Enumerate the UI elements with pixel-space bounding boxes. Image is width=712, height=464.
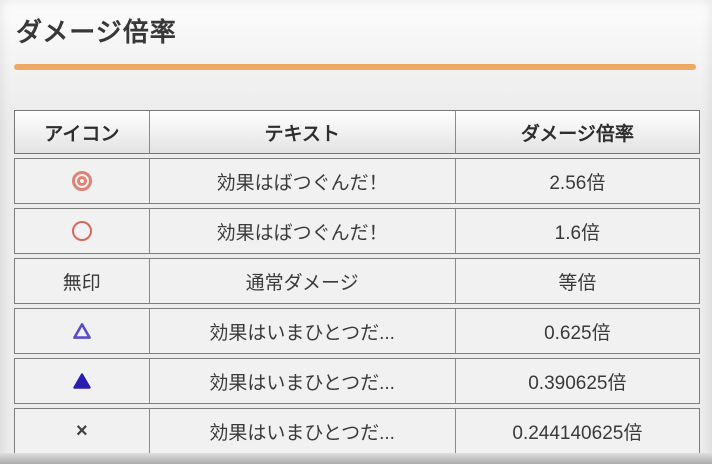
multiplier-value: 0.625倍 <box>454 309 699 353</box>
multiplier-value: 0.390625倍 <box>454 359 699 403</box>
title-underline <box>14 64 696 70</box>
cross-icon: × <box>75 420 88 442</box>
multiplier-value: 0.244140625倍 <box>454 409 699 453</box>
page-title: ダメージ倍率 <box>16 17 177 47</box>
column-header-icon: アイコン <box>44 123 120 145</box>
table-row-not-very-effective-3x: × 効果はいまひとつだ... 0.244140625倍 <box>14 408 700 454</box>
icon-cell <box>15 159 149 203</box>
multiplier-value: 2.56倍 <box>454 159 699 203</box>
table-row-normal-damage: 無印 通常ダメージ 等倍 <box>14 258 700 304</box>
effect-text: 効果はいまひとつだ... <box>148 309 455 353</box>
multiplier-value: 等倍 <box>454 259 699 303</box>
icon-cell <box>15 209 149 253</box>
table-row-not-very-effective: 効果はいまひとつだ... 0.625倍 <box>14 308 700 354</box>
double-circle-icon <box>71 171 92 191</box>
effect-text: 効果はいまひとつだ... <box>148 359 455 403</box>
bottom-edge-strip <box>0 453 712 464</box>
table-row-super-effective: 効果はばつぐんだ！ 1.6倍 <box>14 208 700 254</box>
effect-text: 効果はばつぐんだ！ <box>148 159 455 203</box>
table-row-super-effective-2x: 効果はばつぐんだ！ 2.56倍 <box>14 158 700 204</box>
effect-text: 効果はいまひとつだ... <box>148 409 455 453</box>
table-header-row: アイコン テキスト ダメージ倍率 <box>14 110 700 154</box>
column-header-text: テキスト <box>148 111 455 153</box>
triangle-filled-icon <box>73 373 91 389</box>
multiplier-value: 1.6倍 <box>454 209 699 253</box>
icon-cell: × <box>15 409 149 453</box>
column-header-multiplier: ダメージ倍率 <box>454 111 699 153</box>
icon-cell <box>15 309 149 353</box>
icon-cell <box>15 359 149 403</box>
triangle-outline-icon <box>72 323 91 339</box>
damage-multiplier-table: アイコン テキスト ダメージ倍率 効果はばつぐんだ！ 2.56倍 効果はばつぐん… <box>14 110 700 454</box>
single-circle-icon <box>71 221 92 241</box>
effect-text: 効果はばつぐんだ！ <box>148 209 455 253</box>
effect-text: 通常ダメージ <box>148 259 455 303</box>
table-row-not-very-effective-2x: 効果はいまひとつだ... 0.390625倍 <box>14 358 700 404</box>
no-mark-label: 無印 <box>62 272 101 294</box>
icon-cell: 無印 <box>15 259 149 303</box>
